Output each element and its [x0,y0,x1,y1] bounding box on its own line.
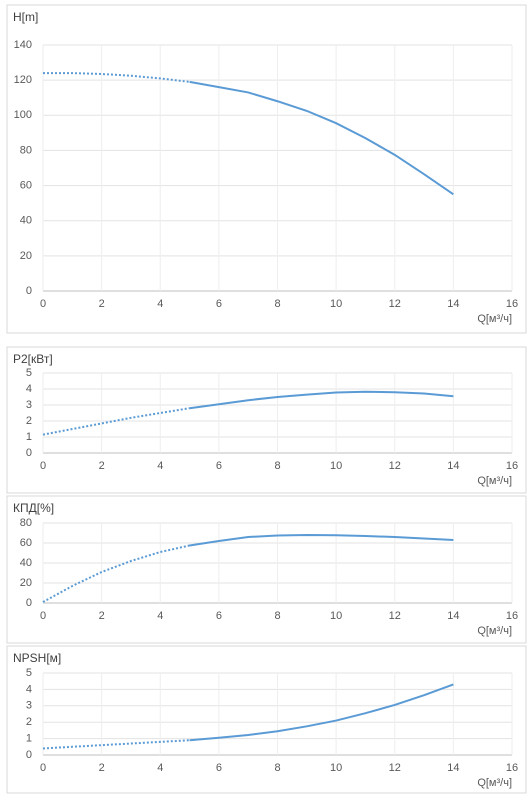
x-tick-label: 12 [389,762,401,774]
curve [189,390,454,410]
x-tick-label: 6 [216,460,222,472]
y-tick-label: 20 [20,250,32,262]
y-tick-label: 2 [26,415,32,427]
y-tick-label: 80 [20,517,32,529]
x-tick-label: 14 [447,610,459,622]
x-tick-label: 16 [506,460,518,472]
y-tick-label: 4 [26,383,32,395]
y-tick-label: 140 [14,39,32,51]
curve [189,533,454,547]
y-tick-label: 40 [20,557,32,569]
y-axis-title: H[m] [13,10,38,24]
x-tick-label: 2 [99,762,105,774]
x-tick-label: 2 [99,298,105,310]
x-tick-label: 6 [216,298,222,310]
x-tick-label: 10 [330,460,342,472]
y-tick-label: 3 [26,399,32,411]
panel [6,346,527,494]
x-tick-label: 4 [157,762,163,774]
x-tick-label: 0 [40,610,46,622]
panel [6,495,527,644]
curve [189,80,454,196]
y-tick-label: 0 [26,597,32,609]
y-tick-label: 2 [26,716,32,728]
x-tick-label: 6 [216,762,222,774]
x-tick-label: 16 [506,298,518,310]
y-tick-label: 60 [20,179,32,191]
x-axis-title: Q[м³/ч] [477,475,512,487]
x-tick-label: 14 [447,298,459,310]
x-tick-label: 2 [99,460,105,472]
y-tick-label: 60 [20,537,32,549]
panel [6,645,527,794]
y-tick-label: 1 [26,431,32,443]
x-tick-label: 12 [389,298,401,310]
x-tick-label: 10 [330,298,342,310]
curve [42,407,190,436]
y-tick-label: 5 [26,367,32,379]
y-tick-label: 120 [14,74,32,86]
y-axis-title: NPSH[м] [13,651,61,665]
y-axis-title: КПД[%] [13,501,54,515]
x-tick-label: 10 [330,762,342,774]
curve [42,739,190,750]
x-tick-label: 0 [40,298,46,310]
x-axis-title: Q[м³/ч] [477,313,512,325]
x-axis-title: Q[м³/ч] [477,777,512,789]
y-axis-title: P2[кВт] [13,352,53,366]
x-tick-label: 0 [40,460,46,472]
panel [6,4,527,334]
y-tick-label: 0 [26,285,32,297]
x-tick-label: 8 [274,610,280,622]
x-tick-label: 16 [506,610,518,622]
x-tick-label: 14 [447,762,459,774]
x-tick-label: 0 [40,762,46,774]
x-tick-label: 8 [274,298,280,310]
x-tick-label: 2 [99,610,105,622]
curve [189,683,454,742]
x-tick-label: 12 [389,460,401,472]
y-tick-label: 1 [26,733,32,745]
x-axis-title: Q[м³/ч] [477,625,512,637]
x-tick-label: 4 [157,298,163,310]
y-tick-label: 0 [26,447,32,459]
x-tick-label: 8 [274,460,280,472]
y-tick-label: 5 [26,667,32,679]
x-tick-label: 14 [447,460,459,472]
curve [42,544,190,603]
y-tick-label: 0 [26,749,32,761]
y-tick-label: 40 [20,215,32,227]
x-tick-label: 12 [389,610,401,622]
y-tick-label: 3 [26,700,32,712]
x-tick-label: 16 [506,762,518,774]
x-tick-label: 10 [330,610,342,622]
x-tick-label: 4 [157,460,163,472]
y-tick-label: 20 [20,577,32,589]
y-tick-label: 4 [26,683,32,695]
x-tick-label: 6 [216,610,222,622]
curve [43,72,190,83]
y-tick-label: 100 [14,109,32,121]
x-tick-label: 8 [274,762,280,774]
y-tick-label: 80 [20,144,32,156]
x-tick-label: 4 [157,610,163,622]
